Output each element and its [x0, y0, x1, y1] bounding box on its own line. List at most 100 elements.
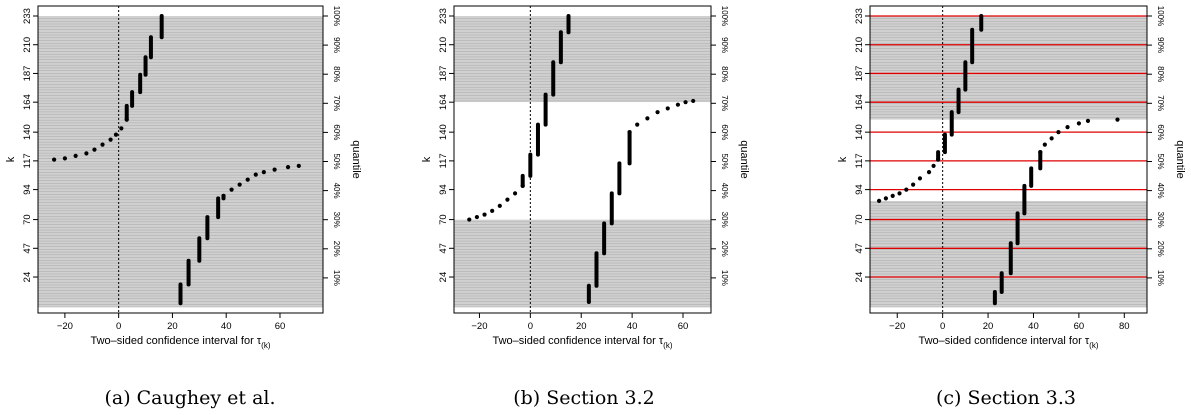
ci-endpoint-point — [296, 163, 301, 168]
quantile-tick-label: 40% — [720, 183, 729, 199]
ci-endpoint-point — [229, 187, 234, 192]
x-tick-label: 60 — [678, 321, 689, 332]
k-tick-label: 164 — [854, 94, 865, 110]
quantile-tick-label: 40% — [332, 183, 341, 199]
chart-panel-1: −20 0 20 40 60 24 47 70 94 117 140 164 187 210 233 k 10%… — [5, 5, 362, 409]
k-tick-label: 233 — [438, 8, 449, 24]
x-axis-title-main: Two–sided confidence interval for τ — [91, 335, 262, 347]
plot-area — [870, 6, 1147, 313]
ci-endpoint-point — [883, 196, 888, 201]
quantile-tick-label: 30% — [332, 212, 341, 228]
ci-endpoint-point — [655, 110, 660, 115]
k-tick-label: 117 — [438, 153, 449, 168]
y-axis-right-title: quantile — [350, 140, 362, 179]
quantile-tick-label: 80% — [332, 66, 341, 82]
k-tick-label: 117 — [22, 153, 33, 168]
y-axis-right: 10% 20% 30% 40% 50% 60% 70% 80% 90% 100% — [711, 6, 729, 286]
ci-endpoint-point — [635, 122, 640, 127]
quantile-tick-label: 70% — [332, 95, 341, 111]
quantile-tick-label: 100% — [332, 6, 341, 26]
ci-endpoint-point — [108, 137, 113, 142]
k-tick-label: 187 — [854, 66, 865, 82]
quantile-tick-label: 10% — [720, 270, 729, 286]
ci-endpoint-point — [1056, 130, 1061, 135]
ci-endpoint-point — [124, 117, 129, 122]
x-tick-label: 60 — [1074, 321, 1085, 332]
ci-endpoint-point — [100, 142, 105, 147]
quantile-tick-label: 80% — [720, 66, 729, 82]
y-axis-right: 10% 20% 30% 40% 50% 60% 70% 80% 90% 100% — [323, 6, 341, 286]
quantile-tick-label: 60% — [332, 124, 341, 140]
y-axis-right-title: quantile — [738, 140, 750, 179]
k-tick-label: 70 — [438, 214, 449, 225]
ci-endpoint-point — [1042, 142, 1047, 147]
ci-endpoint-point — [245, 177, 250, 182]
quantile-tick-label: 30% — [720, 212, 729, 228]
ci-endpoint-point — [645, 116, 650, 121]
ci-endpoint-point — [936, 157, 941, 162]
ci-endpoint-point — [1085, 118, 1091, 124]
quantile-tick-label: 90% — [332, 37, 341, 53]
k-tick-label: 187 — [22, 66, 33, 82]
k-tick-label: 47 — [438, 243, 449, 254]
ci-endpoint-point — [904, 187, 909, 192]
ci-endpoint-point — [1049, 136, 1054, 141]
y-axis-left: 24 47 70 94 117 140 164 187 210 233 — [22, 8, 38, 282]
x-tick-label: 40 — [221, 321, 232, 332]
k-tick-label: 24 — [22, 272, 33, 283]
x-tick-label: −20 — [889, 321, 905, 332]
x-tick-label: 0 — [528, 321, 533, 332]
y-axis-left: 24 47 70 94 117 140 164 187 210 233 — [854, 8, 870, 282]
band-lower-left — [870, 200, 1147, 307]
ci-endpoint-point — [92, 147, 97, 152]
x-tick-label: 20 — [576, 321, 587, 332]
quantile-tick-label: 100% — [1156, 6, 1165, 26]
ci-endpoint-point — [627, 130, 632, 135]
ci-endpoint-point — [675, 102, 681, 107]
ci-endpoint-point — [897, 191, 902, 196]
k-tick-label: 140 — [854, 124, 865, 140]
ci-endpoint-point — [272, 167, 277, 172]
x-tick-label: 40 — [627, 321, 638, 332]
x-axis: −20 0 20 40 60 — [471, 313, 688, 332]
k-tick-label: 140 — [22, 124, 33, 140]
x-tick-label: 0 — [940, 321, 945, 332]
ci-endpoint-point — [84, 151, 89, 156]
panel-caption: (b) Section 3.2 — [513, 387, 655, 409]
ci-endpoint-point — [113, 132, 119, 137]
k-tick-label: 70 — [22, 214, 33, 225]
band-gap — [454, 102, 711, 220]
x-axis: −20 0 20 40 60 — [57, 313, 285, 332]
ci-endpoint-point — [253, 172, 258, 177]
ci-endpoint-point — [876, 198, 882, 203]
ci-endpoint-point — [237, 182, 242, 187]
k-tick-label: 24 — [438, 272, 449, 283]
k-tick-label: 70 — [854, 214, 865, 225]
plot-frame — [453, 5, 712, 314]
quantile-tick-label: 20% — [1156, 241, 1165, 257]
x-tick-label: −20 — [57, 321, 73, 332]
ci-endpoint-point — [890, 193, 895, 198]
band-upper-right — [454, 16, 711, 103]
ci-endpoint-point — [1076, 121, 1081, 126]
ci-endpoint-point — [691, 98, 696, 104]
k-tick-label: 187 — [438, 66, 449, 82]
k-tick-label: 140 — [438, 124, 449, 140]
ci-endpoint-point — [221, 193, 226, 198]
k-tick-label: 24 — [854, 272, 865, 283]
k-tick-label: 94 — [22, 184, 33, 195]
ci-endpoint-point — [467, 217, 472, 222]
chart-panel-3: −20 0 20 40 60 80 24 47 70 94 117 140 164 187 210 233 k 1… — [837, 5, 1186, 409]
ci-endpoint-point — [497, 203, 502, 208]
quantile-tick-label: 70% — [720, 95, 729, 111]
quantile-tick-label: 90% — [720, 37, 729, 53]
k-tick-label: 233 — [854, 8, 865, 24]
quantile-tick-label: 20% — [720, 241, 729, 257]
ci-endpoint-point — [931, 163, 936, 168]
x-tick-label: 20 — [983, 321, 994, 332]
ci-endpoint-point — [490, 208, 495, 213]
quantile-tick-label: 70% — [1156, 95, 1165, 111]
quantile-tick-label: 40% — [1156, 183, 1165, 199]
ci-endpoint-point — [512, 191, 518, 196]
